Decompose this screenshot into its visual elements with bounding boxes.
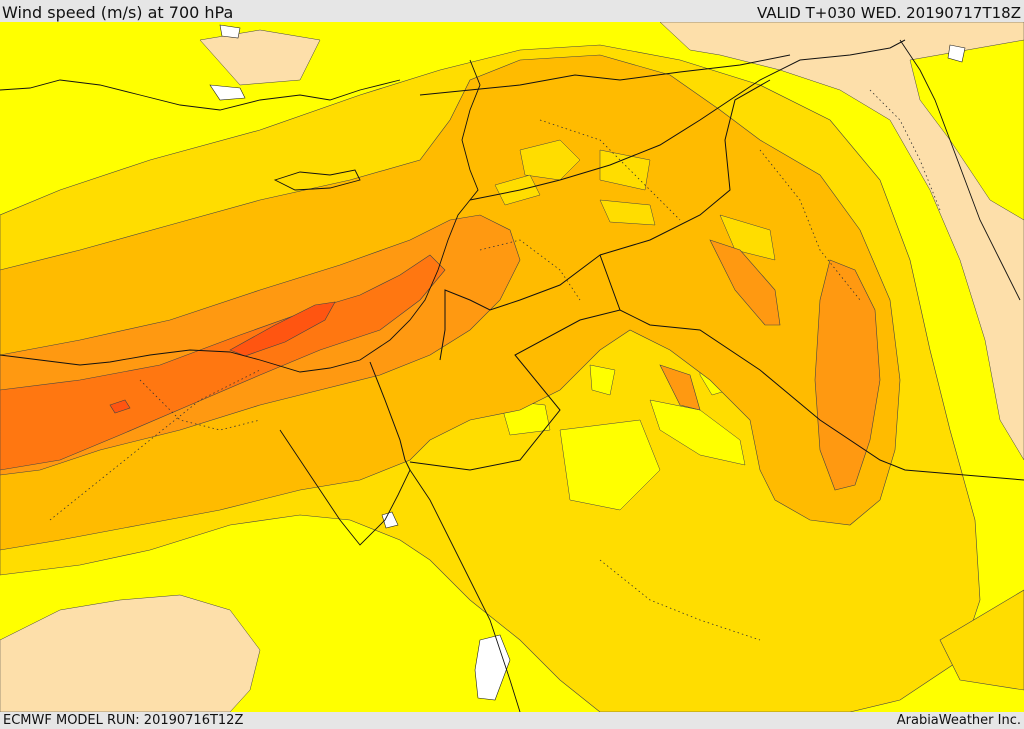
map-title: Wind speed (m/s) at 700 hPa <box>2 3 234 22</box>
footer-bar <box>0 712 1024 729</box>
water-sea <box>219 24 241 39</box>
moderate-patch-4 <box>599 199 656 226</box>
max-speed-spot <box>109 399 131 414</box>
moderate-patch-2 <box>599 149 651 191</box>
max-speed-regions <box>109 301 336 414</box>
admin-line-3 <box>759 149 861 301</box>
low-speed-region-n <box>199 29 321 86</box>
border-jordan <box>599 79 771 256</box>
border-iraq <box>439 254 621 361</box>
country-borders <box>369 39 1024 481</box>
valid-time: VALID T+030 WED. 20190717T18Z <box>756 4 1021 22</box>
low-speed-region-sw <box>0 594 261 712</box>
light-patch-5 <box>559 419 661 511</box>
cyprus-coast <box>273 169 361 191</box>
water-persian-gulf <box>947 44 966 63</box>
mediterranean-coast <box>0 59 481 373</box>
moderate-patch-1 <box>519 139 581 181</box>
very-high-speed-region-east <box>814 259 881 491</box>
gulf-coast <box>899 39 1021 301</box>
border-syria <box>469 39 906 201</box>
wind-speed-map <box>0 22 1024 712</box>
admin-boundaries <box>49 89 941 641</box>
aegean-coast <box>0 79 401 111</box>
admin-line-6 <box>139 379 261 431</box>
model-run: ECMWF MODEL RUN: 20190716T12Z <box>3 713 244 728</box>
water-red-sea-gulf <box>474 634 511 701</box>
credit: ArabiaWeather Inc. <box>896 713 1021 728</box>
jet-core <box>0 254 446 471</box>
max-speed-core <box>229 301 336 357</box>
light-patch-3 <box>589 364 616 396</box>
admin-line-4 <box>599 559 761 641</box>
low-speed-region-ne <box>659 22 1024 461</box>
light-regions <box>909 39 1024 221</box>
water-north <box>209 84 246 101</box>
moderate-patches <box>494 139 776 261</box>
header-bar <box>0 0 1024 22</box>
very-high-speed-region-3 <box>659 364 701 411</box>
border-egypt-israel <box>369 361 411 471</box>
very-high-speed-region-2 <box>709 239 781 326</box>
admin-line-7 <box>479 239 581 301</box>
border-turkey <box>419 54 791 96</box>
border-saudi-north <box>409 309 1024 481</box>
moderate-speed-region-se <box>939 589 1024 691</box>
jet-core-regions <box>0 254 446 471</box>
water-bodies <box>209 24 966 701</box>
light-region-ne <box>909 39 1024 221</box>
moderate-patch-5 <box>719 214 776 261</box>
admin-line-2 <box>539 119 681 221</box>
